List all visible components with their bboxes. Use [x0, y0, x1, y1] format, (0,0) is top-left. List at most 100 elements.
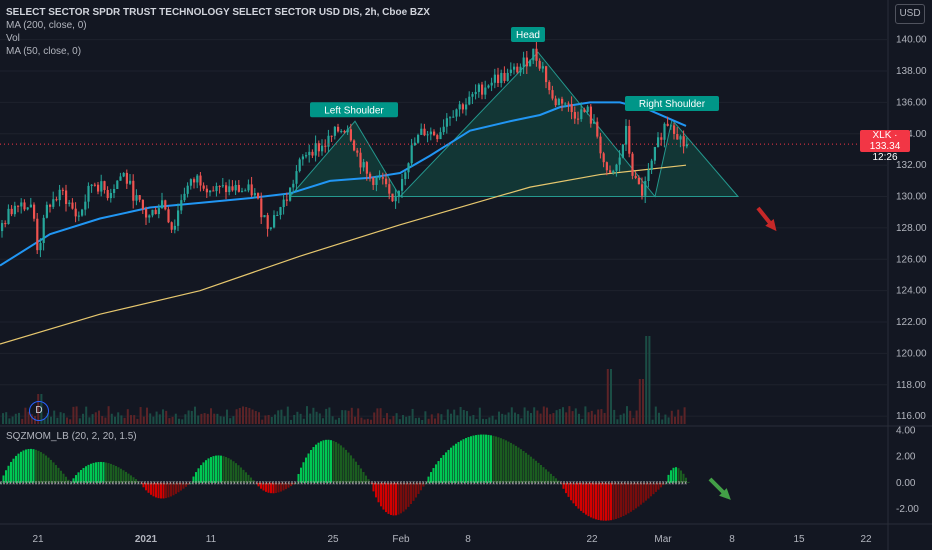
momentum-bar: [95, 462, 97, 483]
volume-bar: [674, 416, 676, 424]
squeeze-dot: [678, 481, 681, 485]
momentum-bar: [197, 468, 200, 483]
momentum-bar: [242, 469, 245, 483]
volume-bar: [510, 407, 513, 424]
candle-body: [346, 129, 349, 133]
volume-bar: [91, 414, 94, 424]
squeeze-dot: [156, 481, 159, 485]
currency-button[interactable]: USD: [895, 4, 925, 24]
chart-legend: SELECT SECTOR SPDR TRUST TECHNOLOGY SELE…: [6, 6, 430, 58]
momentum-bar: [567, 482, 570, 497]
candle-body: [541, 66, 544, 69]
volume-bar: [670, 410, 673, 424]
squeeze-dot: [326, 481, 329, 485]
candle-body: [205, 188, 208, 193]
candle-body: [545, 66, 548, 83]
candle-body: [327, 135, 330, 147]
momentum-bar: [380, 482, 382, 507]
candle-body: [311, 151, 314, 156]
squeeze-dot: [428, 481, 431, 485]
squeeze-dot: [198, 481, 201, 485]
squeeze-dot: [671, 481, 674, 485]
candle-body: [679, 136, 682, 140]
legend-ma50[interactable]: MA (50, close, 0): [6, 46, 82, 57]
candle-body: [538, 60, 541, 69]
squeeze-dot: [575, 481, 578, 485]
momentum-bar: [252, 480, 255, 483]
squeeze-dot: [630, 481, 633, 485]
candle-body: [100, 181, 103, 192]
ma200-line: [0, 164, 687, 345]
momentum-bar: [277, 482, 280, 493]
momentum-bar: [85, 466, 87, 483]
momentum-bar: [360, 468, 362, 483]
volume-bar: [104, 417, 107, 424]
squeeze-dot: [12, 481, 15, 485]
squeeze-dot: [70, 481, 73, 485]
momentum-bar: [17, 453, 20, 483]
volume-bar: [344, 410, 347, 424]
momentum-bar: [287, 482, 290, 488]
volume-bar: [258, 412, 260, 424]
annotation-box: [625, 96, 719, 111]
squeeze-dot: [306, 481, 310, 485]
momentum-bar: [307, 453, 310, 483]
candle-body: [36, 218, 39, 251]
candle-body: [228, 186, 231, 193]
legend-vol[interactable]: Vol: [6, 33, 20, 44]
volume-bar: [267, 414, 270, 424]
volume-bar: [370, 419, 372, 424]
candle-body: [109, 192, 112, 199]
volume-bar: [424, 411, 427, 424]
squeeze-dot: [492, 481, 495, 485]
volume-bar: [533, 407, 536, 424]
x-tick-label: 11: [206, 534, 217, 545]
momentum-bar: [552, 476, 555, 483]
candle-body: [522, 57, 525, 67]
volume-bar: [158, 414, 161, 424]
candle-body: [410, 145, 413, 164]
candle-body: [17, 205, 20, 207]
volume-bar: [59, 412, 62, 424]
momentum-bar: [157, 482, 160, 499]
momentum-bar: [482, 434, 485, 483]
candle-body: [490, 82, 493, 86]
candle-body: [458, 104, 461, 110]
squeeze-dot: [380, 481, 383, 485]
candle-body: [173, 225, 176, 230]
momentum-bar: [217, 455, 220, 483]
momentum-bar: [10, 461, 12, 483]
momentum-bar: [295, 482, 297, 484]
momentum-bar: [647, 482, 650, 499]
candle-body: [474, 91, 477, 95]
momentum-bar: [100, 461, 102, 483]
dividend-badge[interactable]: D: [29, 401, 49, 421]
candle-body: [618, 157, 621, 165]
candle-body: [212, 190, 215, 192]
momentum-bar: [367, 479, 370, 483]
squeeze-dot: [166, 481, 169, 485]
volume-bar: [482, 418, 484, 424]
volume-bar: [469, 416, 472, 424]
squeeze-dot: [134, 481, 137, 485]
momentum-bar: [577, 482, 580, 509]
momentum-bar: [102, 462, 105, 483]
volume-bar: [312, 407, 315, 424]
momentum-bar: [212, 456, 215, 483]
momentum-bar: [120, 468, 122, 483]
momentum-bar: [620, 482, 622, 518]
squeeze-dot: [578, 481, 582, 485]
candle-body: [4, 223, 7, 225]
momentum-bar: [42, 453, 45, 483]
candle-body: [333, 126, 336, 136]
legend-ma200[interactable]: MA (200, close, 0): [6, 20, 87, 31]
indicator-legend[interactable]: SQZMOM_LB (20, 2, 20, 1.5): [6, 431, 137, 442]
squeeze-dot: [594, 481, 598, 485]
momentum-bar: [420, 482, 422, 491]
squeeze-dot: [345, 481, 348, 485]
symbol-title[interactable]: SELECT SECTOR SPDR TRUST TECHNOLOGY SELE…: [6, 7, 430, 18]
momentum-bar: [510, 442, 512, 483]
candle-body: [548, 82, 551, 91]
candle-body: [68, 202, 71, 204]
